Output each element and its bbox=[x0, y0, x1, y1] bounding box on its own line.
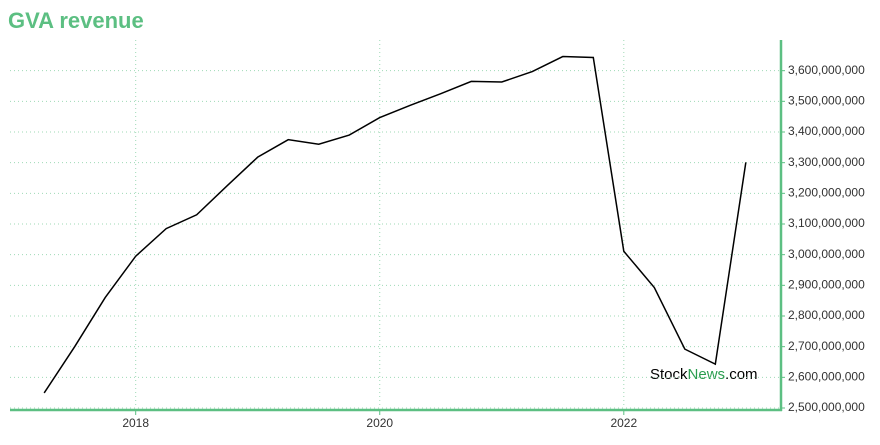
watermark: StockNews.com bbox=[650, 366, 758, 383]
y-tick-label: 3,300,000,000 bbox=[788, 155, 865, 169]
x-tick-label: 2022 bbox=[610, 416, 637, 430]
watermark-part: .com bbox=[725, 366, 758, 383]
y-tick-label: 2,700,000,000 bbox=[788, 339, 865, 353]
y-tick-label: 2,900,000,000 bbox=[788, 278, 865, 292]
x-tick-label: 2018 bbox=[122, 416, 149, 430]
y-tick-label: 3,500,000,000 bbox=[788, 94, 865, 108]
y-tick-label: 2,500,000,000 bbox=[788, 400, 865, 414]
y-tick-label: 3,400,000,000 bbox=[788, 124, 865, 138]
x-tick-label: 2020 bbox=[366, 416, 393, 430]
line-series bbox=[43, 55, 747, 394]
y-tick-label: 3,600,000,000 bbox=[788, 63, 865, 77]
watermark-part: News bbox=[688, 366, 726, 383]
y-tick-label: 3,200,000,000 bbox=[788, 186, 865, 200]
y-tick-label: 3,000,000,000 bbox=[788, 247, 865, 261]
y-tick-label: 2,600,000,000 bbox=[788, 370, 865, 384]
chart-title: GVA revenue bbox=[8, 8, 144, 33]
y-tick-label: 3,100,000,000 bbox=[788, 216, 865, 230]
y-tick-label: 2,800,000,000 bbox=[788, 308, 865, 322]
watermark-part: Stock bbox=[650, 366, 688, 383]
